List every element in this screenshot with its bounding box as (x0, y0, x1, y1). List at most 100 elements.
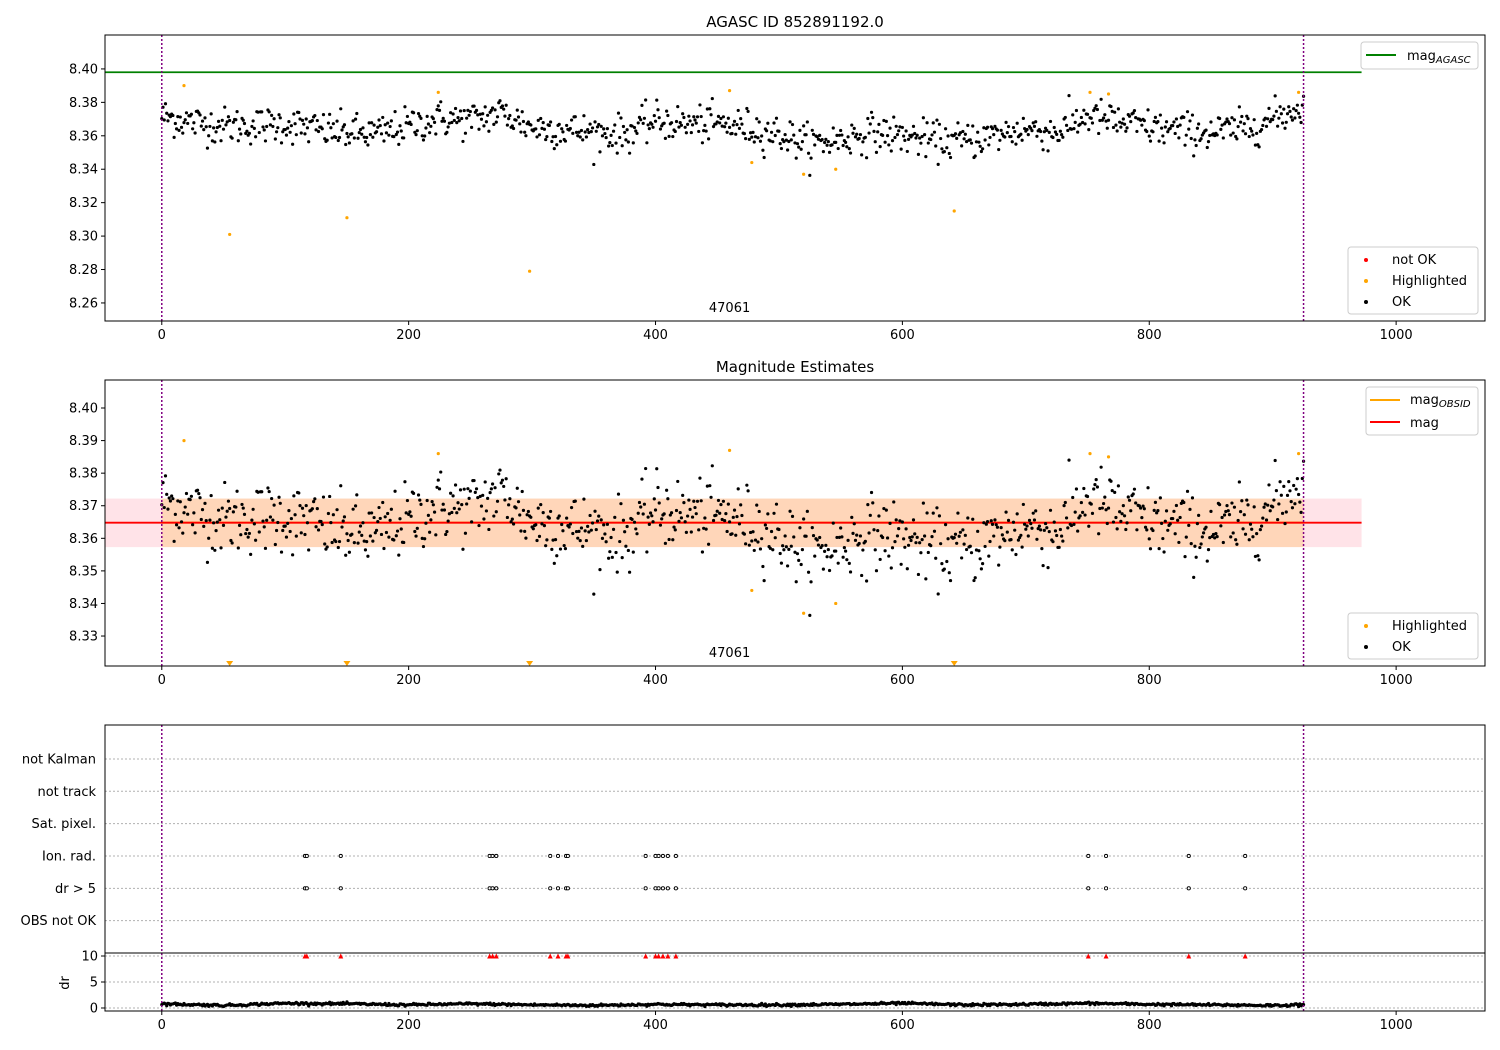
ok-point (687, 114, 691, 118)
ok-point (200, 508, 205, 512)
ok-point (816, 543, 821, 547)
ok-point (678, 510, 682, 515)
flag-point (1186, 853, 1191, 859)
ok-point (347, 550, 352, 554)
ok-point (1272, 114, 1276, 118)
ok-point (1225, 117, 1229, 121)
ok-point (583, 529, 587, 533)
out-of-range-marker (226, 661, 234, 666)
ok-point (709, 495, 713, 499)
ok-point (1053, 529, 1058, 533)
ok-point (214, 529, 218, 533)
ok-point (1153, 500, 1158, 504)
ok-point (1030, 526, 1034, 530)
ok-point (183, 505, 187, 509)
ok-point (1118, 120, 1122, 124)
legend-status-2: Highlighted OK (1347, 612, 1479, 660)
ok-point (563, 546, 568, 551)
ok-point (344, 553, 348, 557)
dr-clipped-marker (1242, 953, 1248, 959)
ok-point (1040, 546, 1044, 551)
ok-point (1205, 559, 1209, 563)
ok-point (208, 124, 212, 129)
ok-point (350, 132, 354, 136)
ok-point (1214, 532, 1218, 536)
ok-point (878, 145, 882, 149)
ok-point (518, 513, 522, 517)
ok-point (305, 126, 310, 130)
ok-point (735, 514, 739, 519)
ok-point (1215, 535, 1219, 539)
ok-point (715, 509, 719, 513)
dr-clipped-marker (643, 953, 649, 959)
legend-highlighted-2: Highlighted (1392, 619, 1467, 634)
ok-point (923, 133, 927, 137)
ok-point (841, 555, 845, 559)
ok-point (1004, 120, 1008, 124)
ok-point (684, 530, 688, 534)
ok-point (995, 128, 1000, 132)
ok-point (1109, 479, 1113, 483)
ok-point (630, 517, 634, 521)
ok-point (1199, 137, 1203, 141)
ok-point (271, 124, 275, 129)
ok-point (1264, 518, 1269, 522)
ok-point (1082, 108, 1086, 112)
ok-point (326, 511, 331, 516)
ok-point (498, 468, 502, 472)
ok-point (909, 538, 913, 543)
ok-point (557, 122, 561, 126)
ok-point (756, 136, 760, 140)
ok-point (569, 506, 574, 510)
ok-point (393, 110, 397, 114)
ok-point (1251, 133, 1255, 137)
ok-point (802, 517, 806, 521)
ok-point (655, 98, 659, 102)
ok-point (1198, 545, 1202, 550)
ok-point (502, 484, 506, 489)
ok-point (1046, 566, 1050, 570)
flag-point (548, 886, 553, 891)
ok-point (284, 133, 289, 137)
ok-point (945, 559, 949, 564)
ok-point (579, 526, 584, 530)
ok-point (184, 491, 189, 496)
ok-point (1048, 508, 1053, 512)
ok-point (1022, 126, 1027, 131)
ok-point (961, 129, 965, 134)
ok-point (615, 151, 619, 155)
ok-point (1029, 522, 1033, 526)
ok-point (209, 493, 213, 498)
ok-point (858, 534, 863, 538)
ok-point (246, 535, 250, 539)
ok-point (302, 514, 306, 518)
ok-point (1232, 118, 1237, 122)
ok-point (251, 507, 255, 511)
ok-point (842, 546, 846, 550)
ok-point (398, 124, 402, 128)
ok-point (647, 127, 651, 131)
ok-point (1295, 103, 1299, 107)
ok-point (805, 120, 809, 124)
ok-point (362, 539, 366, 543)
ok-point (1047, 130, 1051, 134)
ok-point (1039, 129, 1043, 134)
ok-point (988, 135, 992, 140)
ok-point (1145, 129, 1149, 134)
ok-point (281, 528, 285, 533)
ok-point (757, 120, 761, 124)
ok-point (593, 509, 597, 513)
ok-point (339, 107, 343, 111)
flag-point (1243, 886, 1248, 891)
legend-status-1: not OK Highlighted OK (1347, 246, 1479, 315)
ok-point (436, 104, 440, 108)
ok-point (960, 144, 964, 148)
ok-point (676, 479, 680, 484)
ok-point (1032, 124, 1037, 128)
ok-point (987, 554, 991, 558)
ok-point (377, 118, 381, 122)
ok-point (1041, 148, 1045, 152)
ok-point (560, 127, 564, 131)
ok-point (955, 541, 959, 545)
ok-point (589, 130, 593, 134)
